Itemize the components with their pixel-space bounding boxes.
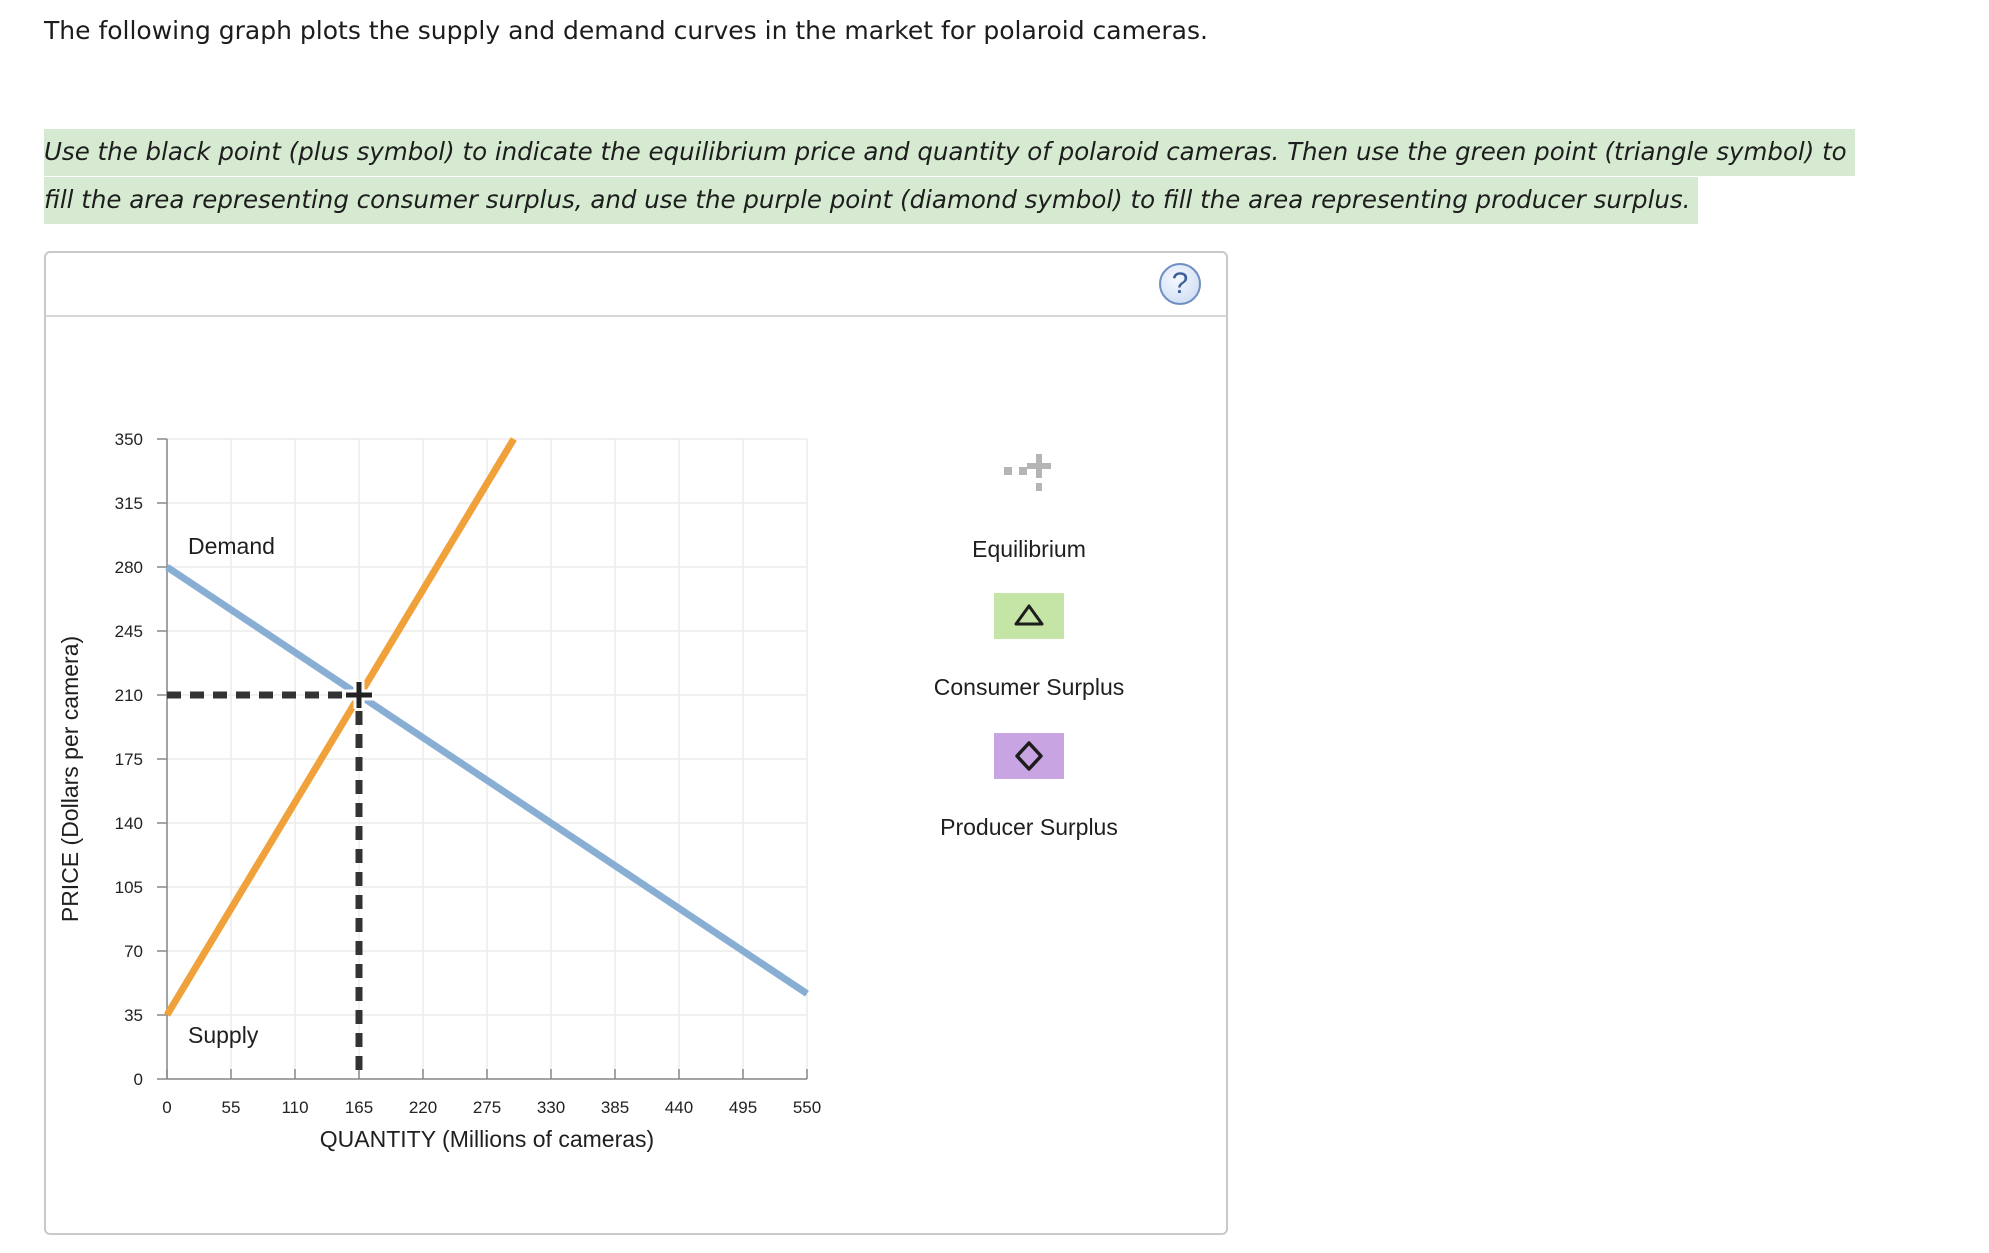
x-tick-label-5: 275 bbox=[473, 1098, 501, 1117]
y-tick-label-0: 0 bbox=[134, 1070, 143, 1089]
y-tick-label-7: 245 bbox=[115, 622, 143, 641]
y-tick-label-2: 70 bbox=[124, 942, 143, 961]
help-icon[interactable]: ? bbox=[1159, 263, 1201, 305]
x-tick-label-4: 220 bbox=[409, 1098, 437, 1117]
y-tick-label-3: 105 bbox=[115, 878, 143, 897]
panel-header: ? bbox=[46, 253, 1226, 317]
diamond-icon bbox=[1015, 741, 1043, 771]
consumer-surplus-tool[interactable] bbox=[994, 593, 1064, 639]
supply-curve bbox=[164, 437, 517, 1017]
y-tick-label-9: 315 bbox=[115, 494, 143, 513]
supply-label: Supply bbox=[188, 1022, 259, 1048]
instructions-text: Use the black point (plus symbol) to ind… bbox=[44, 129, 1855, 224]
instructions-box: Use the black point (plus symbol) to ind… bbox=[44, 128, 1864, 224]
graph-area[interactable]: 0 35 70 105 140 175 210 245 280 315 350 0 55 110 165 22… bbox=[46, 253, 1226, 1233]
graph-panel: ? 0 35 70 105 140 175 210 245 280 315 350 0 55 110 165… bbox=[44, 251, 1228, 1235]
demand-curve bbox=[165, 564, 809, 997]
x-tick-label-8: 440 bbox=[665, 1098, 693, 1117]
triangle-icon bbox=[1014, 604, 1044, 626]
intro-text: The following graph plots the supply and… bbox=[44, 16, 1208, 45]
y-tick-label-1: 35 bbox=[124, 1006, 143, 1025]
producer-surplus-label: Producer Surplus bbox=[940, 814, 1118, 840]
producer-surplus-tool[interactable] bbox=[994, 733, 1064, 779]
equilibrium-label: Equilibrium bbox=[972, 536, 1086, 562]
x-tick-label-9: 495 bbox=[729, 1098, 757, 1117]
y-tick-label-8: 280 bbox=[115, 558, 143, 577]
demand-label: Demand bbox=[188, 533, 275, 559]
y-tick-label-6: 210 bbox=[115, 686, 143, 705]
x-tick-label-10: 550 bbox=[793, 1098, 821, 1117]
x-axis-label: QUANTITY (Millions of cameras) bbox=[320, 1126, 654, 1152]
consumer-surplus-label: Consumer Surplus bbox=[933, 674, 1125, 700]
x-tick-label-3: 165 bbox=[345, 1098, 373, 1117]
y-tick-label-4: 140 bbox=[115, 814, 143, 833]
x-tick-label-2: 110 bbox=[281, 1098, 308, 1117]
x-tick-label-6: 330 bbox=[537, 1098, 565, 1117]
equilibrium-tool[interactable] bbox=[946, 453, 1166, 553]
x-tick-label-7: 385 bbox=[601, 1098, 629, 1117]
x-tick-label-0: 0 bbox=[162, 1098, 171, 1117]
y-tick-label-5: 175 bbox=[115, 750, 143, 769]
plus-icon[interactable] bbox=[1001, 453, 1061, 493]
y-axis-label: PRICE (Dollars per camera) bbox=[57, 636, 83, 922]
x-tick-label-1: 55 bbox=[222, 1098, 241, 1117]
y-tick-label-10: 350 bbox=[115, 430, 143, 449]
